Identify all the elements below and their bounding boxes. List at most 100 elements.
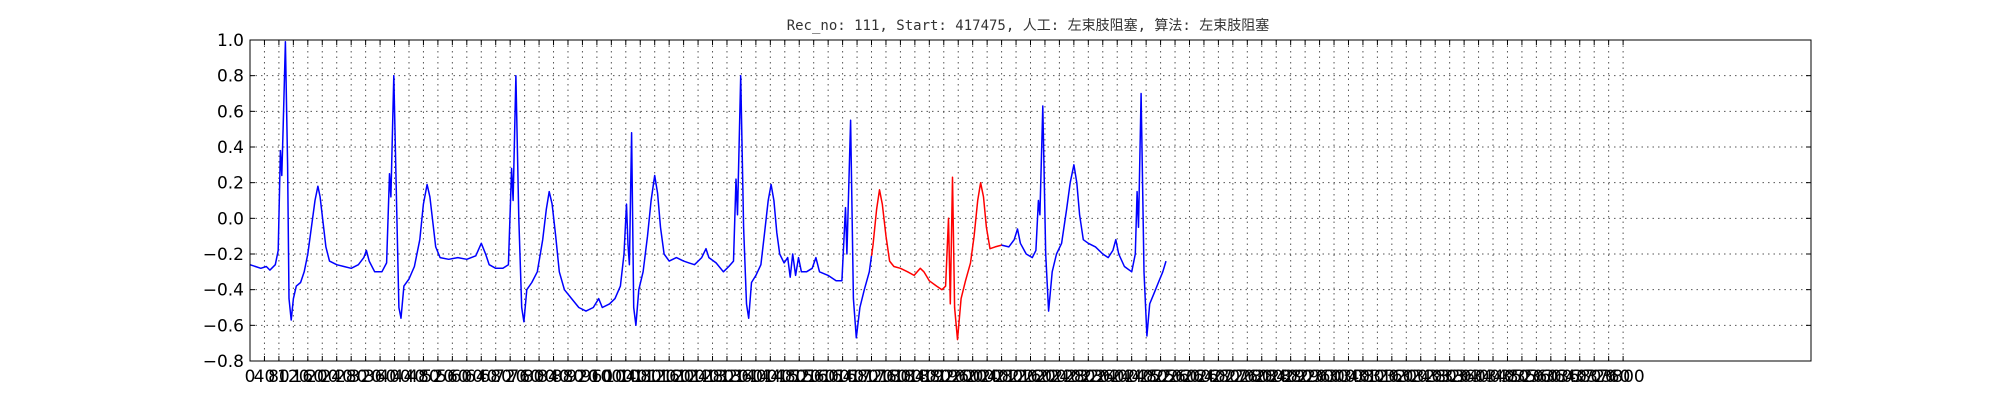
y-tick-label: −0.8 (203, 352, 244, 372)
ecg-line-normal (249, 41, 873, 339)
x-tick-label: 3720 (1573, 367, 1616, 387)
x-tick-label: 1560 (792, 367, 835, 387)
x-tick-label: 1120 (633, 367, 676, 387)
x-tick-label: 3080 (1341, 367, 1384, 387)
x-tick-label: 160 (292, 367, 324, 387)
ecg-line-normal (1001, 92, 1167, 337)
x-tick-label: 1240 (676, 367, 719, 387)
x-tick-label: 3320 (1428, 367, 1471, 387)
x-tick-label: 3360 (1442, 367, 1485, 387)
x-tick-label: 3480 (1486, 367, 1529, 387)
x-tick-label: 1480 (763, 367, 806, 387)
x-tick-label: 2680 (1197, 367, 1240, 387)
x-tick-label: 720 (494, 367, 526, 387)
chart-title: Rec_no: 111, Start: 417475, 人工: 左束肢阻塞, 算… (787, 17, 1270, 34)
x-tick-label: 0 (245, 367, 256, 387)
x-tick-label: 1760 (864, 367, 907, 387)
x-tick-label: 560 (436, 367, 468, 387)
y-axis: −0.8 −0.6 −0.4 −0.2 0.0 0.2 0.4 0.6 0.8 1.0 (203, 31, 1811, 372)
x-tick-label: 2160 (1009, 367, 1052, 387)
x-tick-label: 3560 (1515, 367, 1558, 387)
y-tick-label: 0.4 (217, 138, 244, 158)
x-tick-label: 320 (349, 367, 381, 387)
x-tick-label: 840 (537, 367, 569, 387)
x-tick-label: 2920 (1283, 367, 1326, 387)
x-tick-label: 2840 (1255, 367, 1298, 387)
x-tick-label: 680 (479, 367, 511, 387)
y-tick-label: 0.2 (217, 174, 244, 194)
x-tick-label: 2240 (1038, 367, 1081, 387)
x-tick-label: 440 (393, 367, 425, 387)
x-tick-label: 2880 (1269, 367, 1312, 387)
x-tick-label: 1280 (691, 367, 734, 387)
y-tick-label: −0.2 (203, 245, 244, 265)
y-tick-label: 0.8 (217, 67, 244, 87)
x-tick-label: 3120 (1356, 367, 1399, 387)
x-tick-label: 3280 (1414, 367, 1457, 387)
x-tick-label: 800 (523, 367, 555, 387)
x-tick-label: 2480 (1124, 367, 1167, 387)
x-tick-label: 760 (508, 367, 540, 387)
x-tick-label: 3440 (1471, 367, 1514, 387)
x-tick-label: 2360 (1081, 367, 1124, 387)
x-tick-label: 1440 (749, 367, 792, 387)
grid-lines (250, 40, 1811, 361)
x-tick-label: 1720 (850, 367, 893, 387)
y-tick-label: −0.4 (203, 281, 244, 301)
x-tick-label: 1960 (937, 367, 980, 387)
x-tick-label: 1800 (879, 367, 922, 387)
x-tick-label: 520 (422, 367, 454, 387)
x-tick-label: 2600 (1168, 367, 1211, 387)
x-tick-label: 880 (552, 367, 584, 387)
y-tick-label: 1.0 (217, 31, 244, 51)
x-tick-label: 3400 (1457, 367, 1500, 387)
ecg-line-highlight (870, 176, 1002, 341)
x-tick-label: 1040 (604, 367, 647, 387)
x-tick-label: 3640 (1544, 367, 1587, 387)
x-tick-label: 1920 (922, 367, 965, 387)
x-tick-label: 2280 (1052, 367, 1095, 387)
x-tick-label: 1680 (835, 367, 878, 387)
x-tick-label: 360 (364, 367, 396, 387)
x-tick-label: 2440 (1110, 367, 1153, 387)
x-tick-label: 3160 (1370, 367, 1413, 387)
x-tick-label: 40 (254, 367, 276, 387)
x-tick-label: 3040 (1327, 367, 1370, 387)
x-tick-label: 2760 (1226, 367, 1269, 387)
x-tick-label: 200 (306, 367, 338, 387)
x-tick-label: 2120 (994, 367, 1037, 387)
x-tick-label: 2000 (951, 367, 994, 387)
x-tick-label: 2960 (1298, 367, 1341, 387)
x-tick-label: 960 (581, 367, 613, 387)
x-tick-label: 2720 (1211, 367, 1254, 387)
x-tick-label: 920 (566, 367, 598, 387)
x-tick-label: 2080 (980, 367, 1023, 387)
x-tick-label: 3800 (1601, 367, 1644, 387)
x-tick-label: 2520 (1139, 367, 1182, 387)
x-tick-label: 3760 (1587, 367, 1630, 387)
x-tick-label: 2200 (1023, 367, 1066, 387)
x-tick-label: 3240 (1399, 367, 1442, 387)
ecg-trace (249, 41, 1167, 341)
x-tick-label: 1200 (662, 367, 705, 387)
x-tick-label: 1400 (734, 367, 777, 387)
x-tick-label: 2320 (1067, 367, 1110, 387)
x-tick-label: 1000 (590, 367, 633, 387)
x-tick-label: 600 (451, 367, 483, 387)
x-tick-label: 3680 (1558, 367, 1601, 387)
y-tick-label: −0.6 (203, 316, 244, 336)
x-tick-label: 120 (277, 367, 309, 387)
x-tick-label: 2040 (966, 367, 1009, 387)
x-tick-label: 3600 (1529, 367, 1572, 387)
x-tick-label: 1160 (648, 367, 691, 387)
x-tick-label: 1320 (705, 367, 748, 387)
x-tick-label: 280 (335, 367, 367, 387)
x-tick-label: 1640 (821, 367, 864, 387)
x-tick-label: 2400 (1096, 367, 1139, 387)
x-tick-label: 480 (407, 367, 439, 387)
x-tick-label: 3200 (1385, 367, 1428, 387)
y-tick-label: 0.6 (217, 102, 244, 122)
x-tick-label: 3520 (1500, 367, 1543, 387)
x-tick-label: 2560 (1153, 367, 1196, 387)
